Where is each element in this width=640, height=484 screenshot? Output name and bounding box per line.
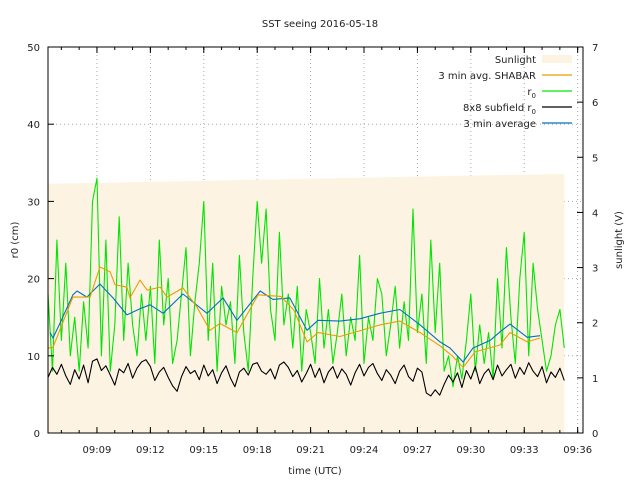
chart-title: SST seeing 2016-05-18 xyxy=(262,19,378,30)
y2-tick-label: 3 xyxy=(592,264,598,275)
axes: 09:09 09:12 09:15 09:18 09:21 09:24 09:27 09:30… xyxy=(27,43,598,456)
y2-tick-label: 6 xyxy=(592,98,598,109)
y2-tick-label: 1 xyxy=(592,374,598,385)
y2-tick-label: 2 xyxy=(592,319,598,330)
series-r0 xyxy=(47,177,565,388)
y-tick-label: 0 xyxy=(34,429,40,440)
x-tick-label: 09:12 xyxy=(136,445,165,456)
y2-tick-label: 5 xyxy=(592,153,598,164)
y2-tick-label: 0 xyxy=(592,429,598,440)
y-tick-label: 20 xyxy=(27,275,40,286)
y2-tick-label: 4 xyxy=(592,208,598,219)
x-tick-label: 09:27 xyxy=(403,445,432,456)
y2-tick-label: 7 xyxy=(592,43,598,54)
y-tick-label: 40 xyxy=(27,120,40,131)
legend: Sunlight 3 min avg. SHABAR r0 8x8 subfield … xyxy=(438,55,572,130)
x-axis-label: time (UTC) xyxy=(288,466,341,477)
plot-frame xyxy=(47,46,584,434)
x-tick-label: 09:15 xyxy=(189,445,218,456)
x-tick-label: 09:18 xyxy=(243,445,272,456)
legend-label: r0 xyxy=(527,87,536,100)
x-tick-label: 09:09 xyxy=(83,445,112,456)
series-3-min-average xyxy=(49,283,541,363)
legend-label: 8x8 subfield r0 xyxy=(463,103,536,116)
series-3-min-avg-shabar xyxy=(47,266,541,368)
y-tick-label: 10 xyxy=(27,352,40,363)
y-axis-label: r0 (cm) xyxy=(10,222,21,259)
legend-label: 3 min average xyxy=(463,119,536,130)
y-tick-label: 30 xyxy=(27,197,40,208)
series-8x8-subfield-r0 xyxy=(47,358,565,397)
legend-label: Sunlight xyxy=(495,55,536,66)
x-tick-label: 09:36 xyxy=(563,445,592,456)
x-tick-label: 09:30 xyxy=(456,445,485,456)
series-lines xyxy=(47,177,565,397)
sunlight-area xyxy=(48,173,565,434)
legend-label: 3 min avg. SHABAR xyxy=(438,71,536,82)
y-tick-label: 50 xyxy=(27,43,40,54)
x-tick-label: 09:21 xyxy=(296,445,325,456)
x-tick-label: 09:33 xyxy=(510,445,539,456)
x-tick-label: 09:24 xyxy=(350,445,379,456)
legend-swatch xyxy=(542,55,572,63)
sunlight-fill xyxy=(48,173,565,434)
y2-axis-label: sunlight (V) xyxy=(614,211,625,269)
